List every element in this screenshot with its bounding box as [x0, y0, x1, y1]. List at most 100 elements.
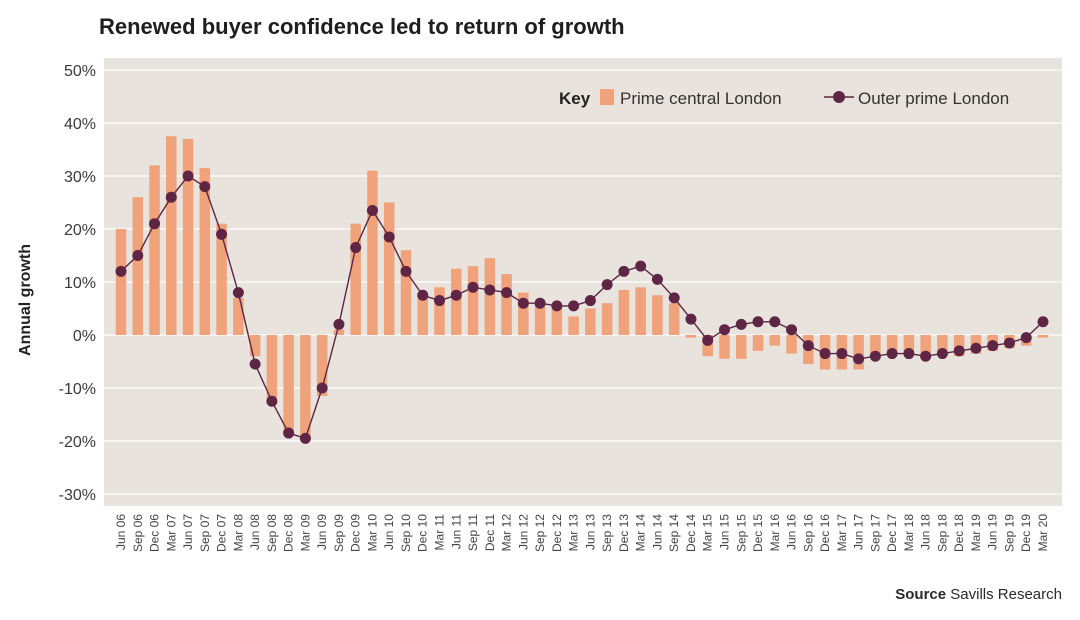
- x-tick-label: Jun 17: [852, 514, 866, 550]
- gridlines: [104, 69, 1062, 495]
- x-tick-label: Sep 19: [1002, 514, 1016, 552]
- x-tick-label: Jun 14: [650, 514, 664, 550]
- bar: [786, 335, 797, 354]
- legend-bar-swatch: [600, 89, 614, 105]
- x-tick-label: Mar 15: [701, 514, 715, 552]
- line-point: [1037, 316, 1049, 328]
- line-point: [283, 427, 295, 439]
- x-tick-label: Mar 17: [835, 514, 849, 552]
- line-point: [702, 334, 714, 346]
- line-point: [568, 300, 580, 312]
- x-tick-label: Dec 15: [751, 514, 765, 552]
- line-point: [836, 348, 848, 360]
- y-tick-label: -10%: [59, 381, 96, 398]
- x-tick-label: Dec 11: [483, 514, 497, 551]
- line-point: [232, 287, 244, 299]
- line-point: [299, 432, 311, 444]
- line-point: [685, 313, 697, 325]
- x-tick-label: Dec 07: [215, 514, 229, 552]
- bar: [719, 335, 730, 359]
- line-point: [517, 297, 529, 309]
- line-point: [920, 350, 932, 362]
- x-tick-label: Sep 09: [332, 514, 346, 552]
- y-axis-title: Annual growth: [17, 244, 34, 356]
- x-tick-label: Sep 13: [600, 514, 614, 552]
- source-note: Source Savills Research: [895, 586, 1062, 603]
- x-tick-label: Sep 06: [131, 514, 145, 552]
- line-point: [216, 228, 228, 240]
- bar: [300, 335, 311, 436]
- line-point: [936, 348, 948, 360]
- x-tick-label: Dec 16: [818, 514, 832, 552]
- line-point: [886, 348, 898, 360]
- bar: [233, 297, 244, 335]
- y-tick-label: 40%: [64, 116, 96, 133]
- x-tick-label: Jun 16: [785, 514, 799, 550]
- bar: [166, 136, 177, 335]
- line-point: [551, 300, 563, 312]
- bar: [484, 258, 496, 335]
- y-tick-label: -30%: [59, 487, 96, 504]
- line-point: [165, 191, 177, 203]
- x-tick-label: Dec 14: [684, 514, 698, 552]
- x-tick-label: Dec 10: [416, 514, 430, 552]
- x-tick-label: Sep 10: [399, 514, 413, 552]
- bar: [635, 287, 646, 335]
- bar: [618, 289, 630, 335]
- line-point: [333, 318, 345, 330]
- bar: [451, 268, 462, 335]
- x-tick-label: Dec 06: [148, 514, 162, 552]
- x-tick-label: Jun 06: [114, 514, 128, 550]
- bar: [316, 335, 328, 396]
- bar: [249, 335, 261, 357]
- bar: [115, 229, 127, 335]
- bar: [920, 335, 931, 354]
- x-tick-label: Mar 18: [902, 514, 916, 552]
- bar: [534, 303, 546, 335]
- x-tick-label: Jun 07: [181, 514, 195, 550]
- line-point: [802, 340, 814, 352]
- bar: [501, 274, 512, 335]
- source-label: Source: [895, 586, 947, 603]
- line-point: [1020, 332, 1032, 344]
- x-tick-label: Jun 11: [449, 514, 463, 549]
- bar: [886, 335, 898, 351]
- bar: [132, 197, 144, 335]
- x-tick-label: Mar 09: [298, 514, 312, 552]
- x-tick-label: Mar 13: [567, 514, 581, 552]
- x-tick-label: Sep 16: [801, 514, 815, 552]
- line-point: [601, 279, 613, 291]
- line-point: [417, 289, 429, 301]
- x-tick-label: Mar 08: [231, 514, 245, 552]
- bar: [853, 335, 864, 370]
- x-tick-label: Mar 07: [164, 514, 178, 552]
- bar: [350, 223, 361, 335]
- bar: [937, 335, 948, 354]
- x-tick-label: Jun 10: [382, 514, 396, 550]
- line-point: [769, 316, 781, 328]
- bar: [652, 295, 663, 335]
- line-point: [853, 353, 865, 365]
- line-point: [316, 382, 328, 394]
- line-point: [115, 265, 127, 277]
- x-tick-label: Jun 08: [248, 514, 262, 550]
- line-point: [584, 295, 596, 307]
- bar: [400, 250, 412, 335]
- line-point: [635, 260, 647, 272]
- x-tick-label: Mar 20: [1036, 514, 1050, 552]
- bar: [585, 308, 596, 335]
- bar: [668, 303, 680, 335]
- bar: [903, 335, 915, 351]
- y-tick-label: -20%: [59, 434, 96, 451]
- y-tick-label: 30%: [64, 169, 96, 186]
- bar: [216, 223, 227, 335]
- x-tick-label: Dec 18: [952, 514, 966, 552]
- line-point: [987, 340, 999, 352]
- bar: [769, 335, 781, 346]
- y-axis-ticks: -30% -20% -10% 0% 10% 20% 30% 40% 50%: [59, 63, 96, 504]
- y-tick-label: 0%: [73, 328, 96, 345]
- line-point: [869, 350, 881, 362]
- x-tick-label: Dec 12: [550, 514, 564, 552]
- bar: [182, 138, 194, 335]
